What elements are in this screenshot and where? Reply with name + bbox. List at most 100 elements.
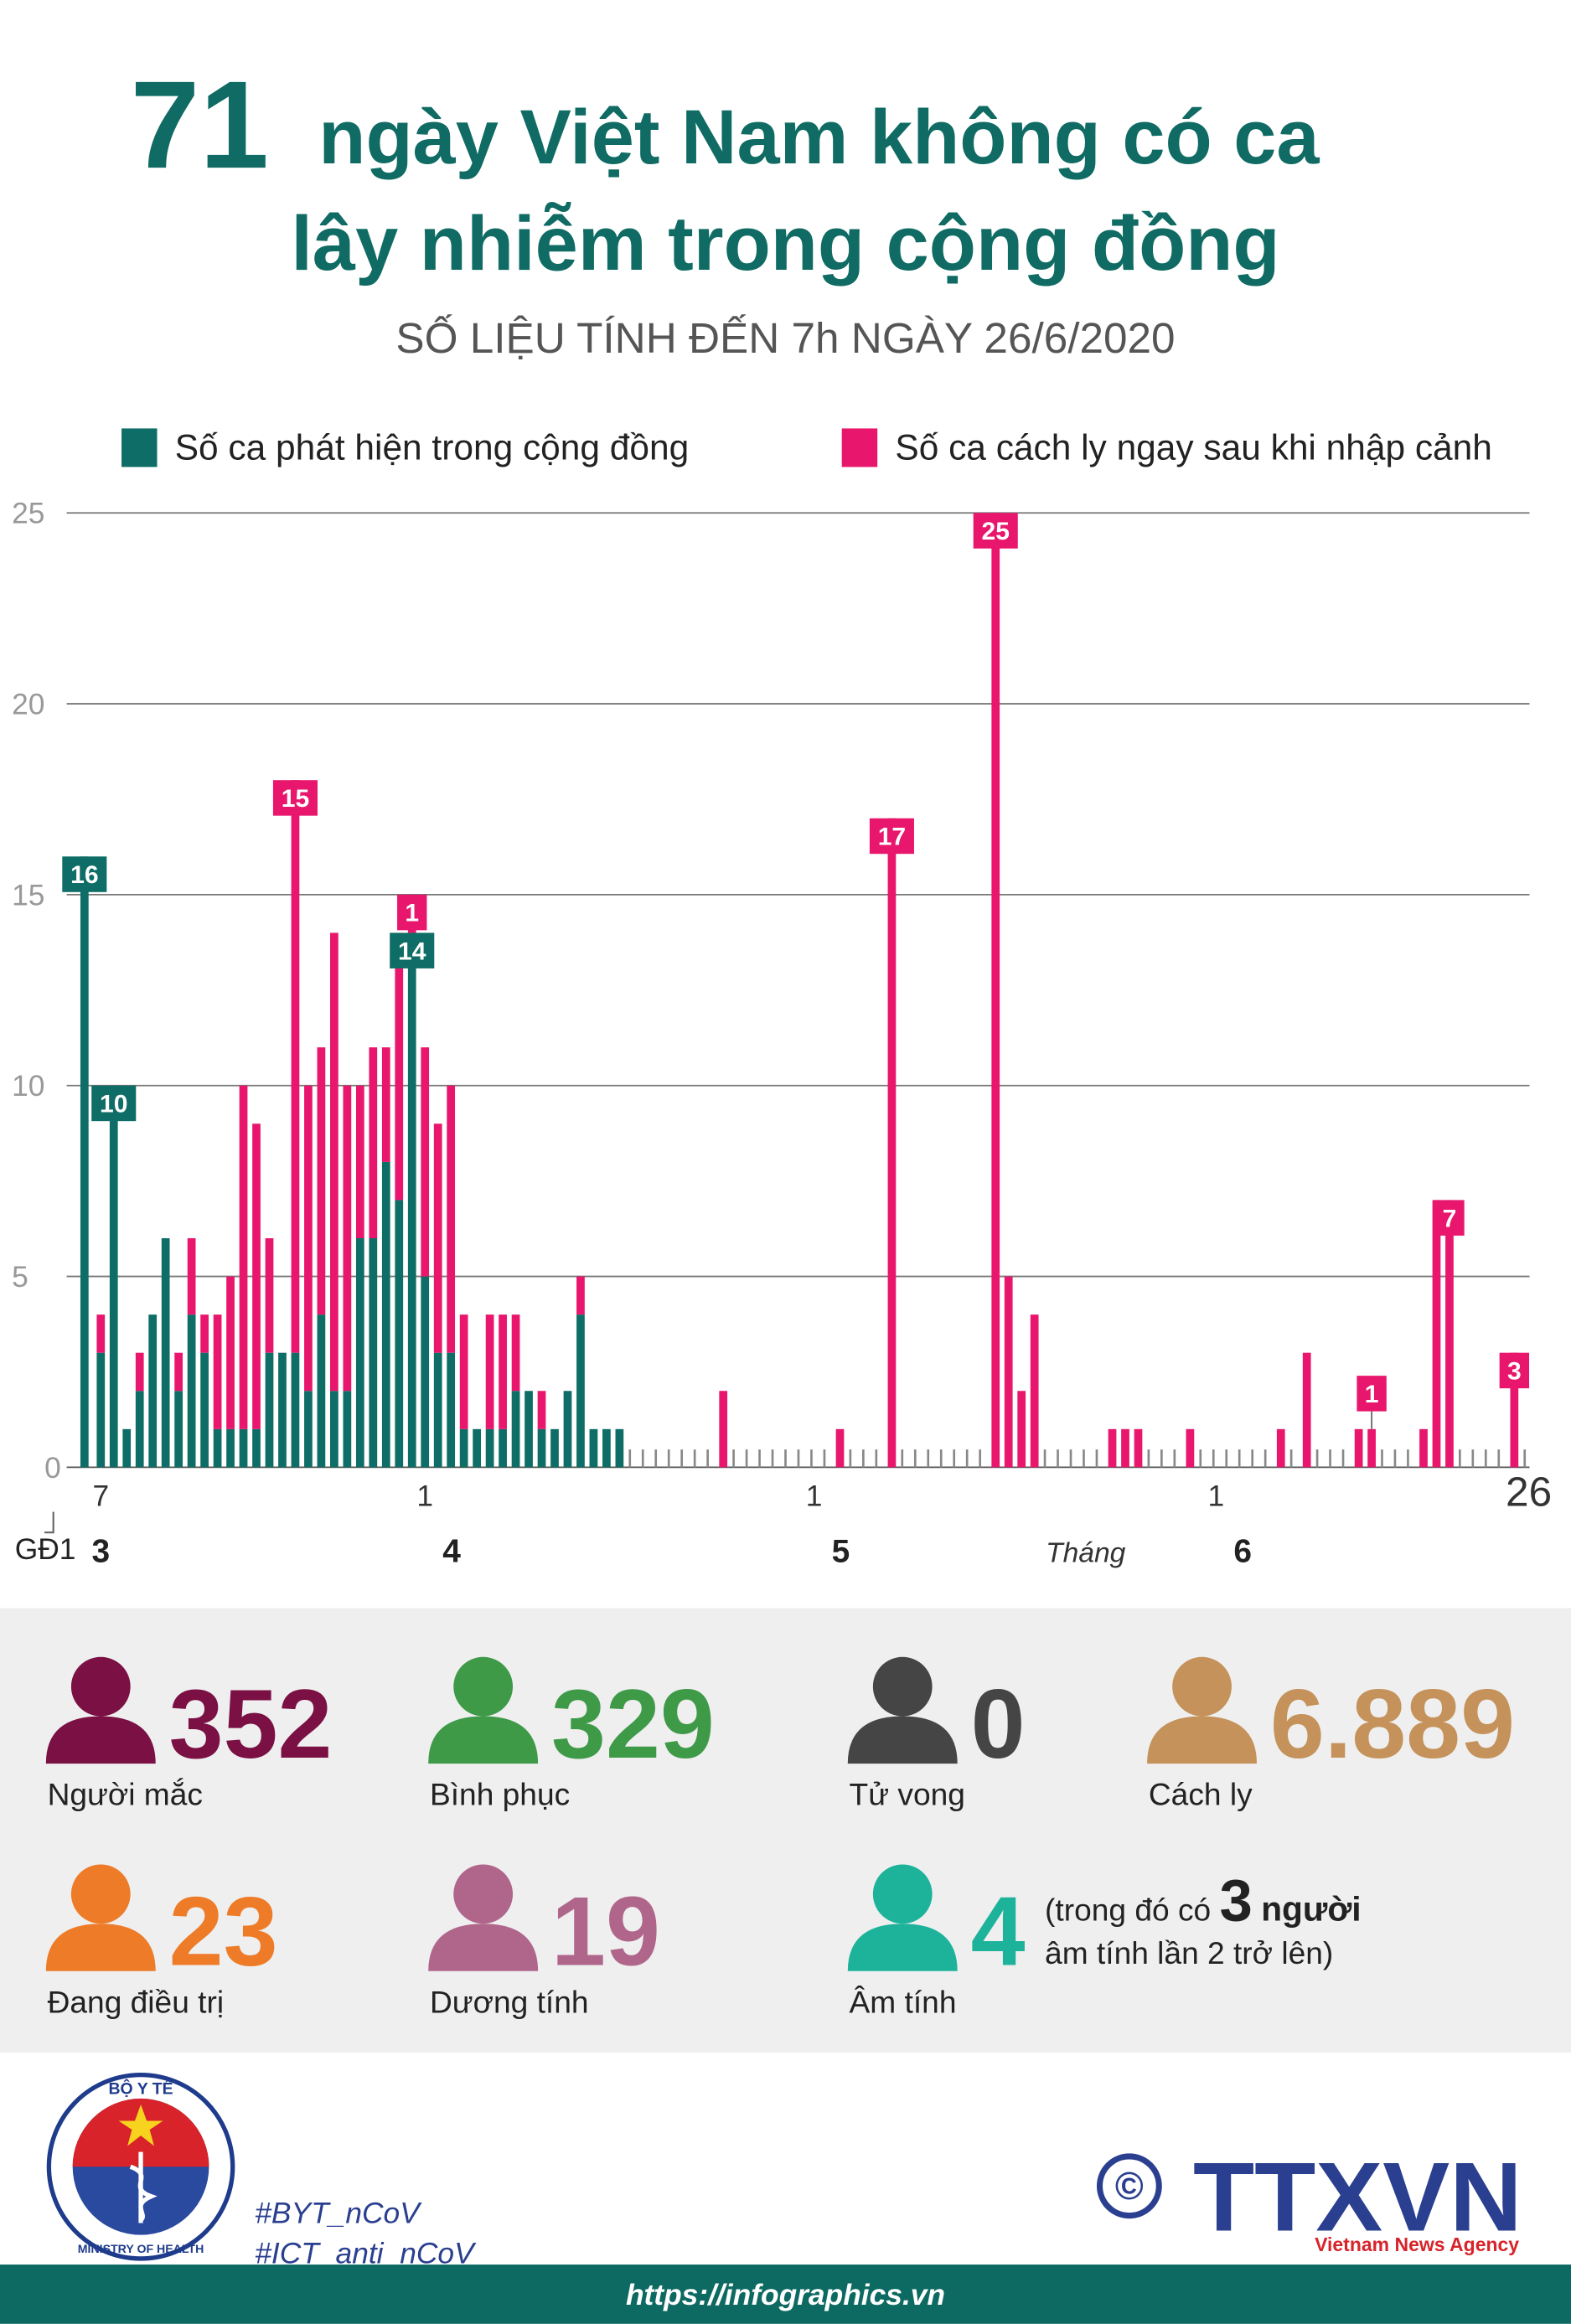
- bar-segment: [135, 1391, 144, 1468]
- bar-segment: [719, 1391, 728, 1468]
- bar-segment: [473, 1428, 481, 1468]
- value-label-box: [1357, 1376, 1387, 1412]
- legend-label: Số ca cách ly ngay sau khi nhập cảnh: [895, 428, 1491, 467]
- bar-segment: [499, 1428, 507, 1468]
- bar-segment: [265, 1237, 274, 1353]
- y-tick-label: 5: [12, 1261, 28, 1294]
- bar-segment: [369, 1237, 378, 1468]
- legend-label: Số ca phát hiện trong cộng đồng: [175, 428, 689, 467]
- day-tick: [784, 1449, 787, 1468]
- stat-label: Người mắc: [48, 1777, 203, 1812]
- value-label: 14: [398, 937, 426, 965]
- bar-segment: [278, 1352, 287, 1468]
- bar-segment: [252, 1428, 261, 1468]
- day-tick: [901, 1449, 904, 1468]
- bar-segment: [174, 1352, 183, 1392]
- day-tick: [758, 1449, 761, 1468]
- month-axis-label: Tháng: [1046, 1538, 1126, 1569]
- stat-value: 352: [169, 1669, 333, 1779]
- bar-segment: [1186, 1428, 1195, 1468]
- day-tick: [862, 1449, 865, 1468]
- person-body: [428, 1716, 539, 1764]
- bar-segment: [589, 1428, 598, 1468]
- day-tick: [823, 1449, 826, 1468]
- day-tick: [1251, 1449, 1254, 1468]
- day-tick: [1057, 1449, 1059, 1468]
- bar-segment: [1108, 1428, 1117, 1468]
- bar-segment: [421, 1047, 430, 1277]
- bar-segment: [576, 1314, 585, 1468]
- bar-segment: [407, 932, 416, 1468]
- title-line1: ngày Việt Nam không có ca: [318, 95, 1320, 180]
- value-label: 16: [70, 861, 98, 889]
- bar-segment: [459, 1314, 468, 1429]
- person-head: [70, 1864, 131, 1924]
- bar-segment: [317, 1314, 326, 1468]
- day-tick: [1199, 1449, 1202, 1468]
- x-tick-label: 1: [806, 1480, 823, 1512]
- day-tick: [706, 1449, 709, 1468]
- stat-value: 329: [551, 1669, 715, 1779]
- value-label-box: [91, 1085, 137, 1122]
- agency-sub: Vietnam News Agency: [1315, 2234, 1519, 2255]
- bar-segment: [499, 1314, 507, 1429]
- y-tick-label: 25: [12, 498, 44, 530]
- value-label-box: [869, 818, 914, 855]
- bar-segment: [265, 1352, 274, 1468]
- month-label: 3: [91, 1534, 110, 1570]
- note-word: người: [1261, 1890, 1361, 1929]
- day-tick: [745, 1449, 748, 1468]
- day-tick: [1329, 1449, 1331, 1468]
- copyright: ©: [1115, 2164, 1144, 2208]
- bar-segment: [615, 1428, 624, 1468]
- note: (trong đó có 3 người: [1045, 1867, 1362, 1934]
- bar-segment: [161, 1237, 170, 1468]
- day-tick: [1315, 1449, 1319, 1468]
- y-tick-label: 10: [12, 1070, 44, 1103]
- bar-segment: [96, 1314, 106, 1353]
- y-tick-label: 0: [44, 1452, 61, 1485]
- day-tick: [913, 1449, 917, 1468]
- day-tick: [939, 1449, 943, 1468]
- bar-segment: [433, 1123, 442, 1353]
- day-tick: [1497, 1449, 1501, 1468]
- url[interactable]: https://infographics.vn: [626, 2279, 945, 2311]
- value-label: 3: [1507, 1358, 1522, 1386]
- day-tick: [875, 1449, 878, 1468]
- stat-value: 0: [971, 1669, 1026, 1779]
- day-tick: [641, 1449, 644, 1468]
- bar-segment: [226, 1276, 235, 1429]
- person-head: [1172, 1656, 1232, 1717]
- day-tick: [927, 1449, 930, 1468]
- day-tick: [1407, 1449, 1409, 1468]
- day-tick: [1173, 1449, 1176, 1468]
- day-tick: [797, 1449, 800, 1468]
- bar-segment: [148, 1314, 158, 1468]
- note-line2: âm tính lần 2 trở lên): [1045, 1935, 1333, 1970]
- person-body: [847, 1716, 958, 1764]
- bar-segment: [1134, 1428, 1143, 1468]
- bar-segment: [485, 1314, 494, 1429]
- bar-segment: [447, 1352, 456, 1468]
- stat-value: 4: [971, 1877, 1026, 1986]
- bar-segment: [550, 1428, 559, 1468]
- bar-segment: [1510, 1352, 1519, 1468]
- stat-label: Cách ly: [1149, 1777, 1253, 1812]
- day-tick: [1341, 1449, 1345, 1468]
- day-tick: [1160, 1449, 1163, 1468]
- note-open: (trong đó có: [1045, 1893, 1211, 1928]
- stat-label: Bình phục: [430, 1777, 570, 1812]
- bar-segment: [459, 1428, 468, 1468]
- x-tick-label: 1: [416, 1480, 433, 1512]
- bar-segment: [485, 1428, 494, 1468]
- month-label: 6: [1233, 1534, 1252, 1570]
- bar-segment: [433, 1352, 442, 1468]
- day-tick: [1381, 1449, 1383, 1468]
- day-tick: [1043, 1449, 1046, 1468]
- subtitle: SỐ LIỆU TÍNH ĐẾN 7h NGÀY 26/6/2020: [395, 313, 1175, 362]
- bar-segment: [511, 1314, 520, 1392]
- person-head: [453, 1656, 514, 1717]
- bar-segment: [1276, 1428, 1285, 1468]
- stat-value: 19: [551, 1877, 660, 1986]
